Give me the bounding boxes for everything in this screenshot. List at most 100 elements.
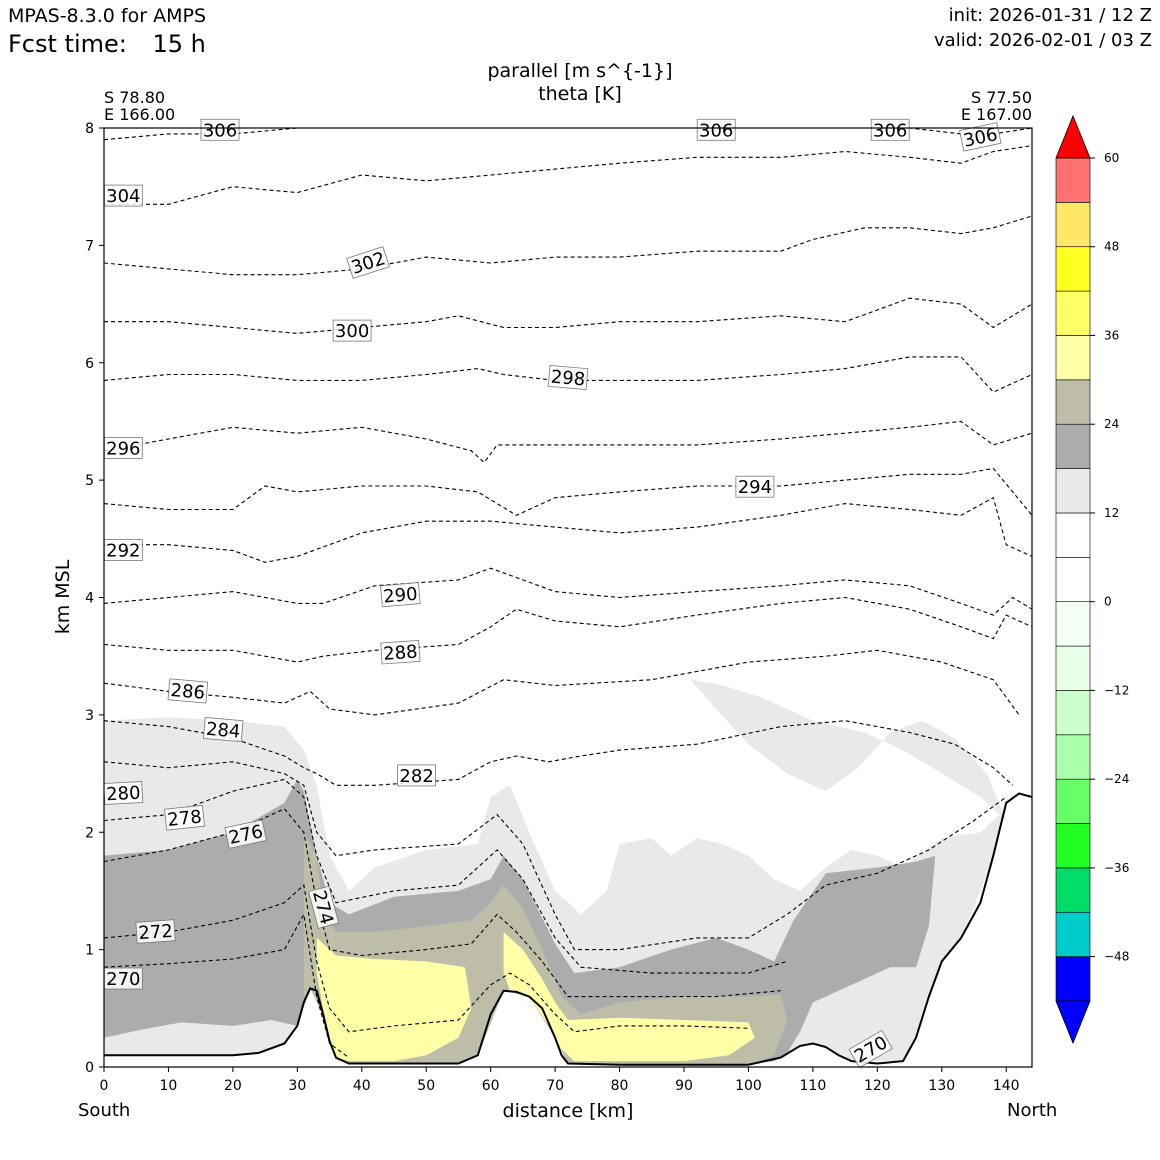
y-tick-label: 8 [85, 121, 94, 137]
theta-isoline-300 [104, 297, 1032, 334]
contour-label-286: 286 [167, 678, 209, 704]
contour-label-box [164, 804, 205, 831]
x-tick-label: 60 [482, 1078, 500, 1094]
left-latitude: S 78.80 [104, 88, 166, 107]
contour-label-text: 278 [166, 806, 202, 830]
contour-label-text: 296 [106, 438, 140, 459]
x-tick-label: 140 [993, 1078, 1020, 1094]
terrain-layer [104, 792, 1032, 1066]
wind-band-24-30 [316, 937, 472, 1062]
contour-label-box [848, 1029, 893, 1069]
left-endpoint-coords: S 78.80 E 166.00 [104, 89, 175, 123]
contour-label-304: 304 [103, 184, 143, 207]
contour-label-box [346, 246, 390, 279]
theta-isoline-272 [104, 884, 749, 1033]
colorbar-tick-label: −48 [1104, 950, 1129, 964]
contour-label-text: 288 [383, 642, 419, 665]
contour-label-302: 302 [346, 246, 390, 279]
contour-label-288: 288 [380, 639, 421, 665]
terrain-profile [104, 792, 1032, 1066]
theta-isoline-292 [104, 496, 1032, 563]
contour-label-text: 304 [106, 186, 140, 207]
contour-label-292: 292 [103, 539, 143, 562]
contour-label-298: 298 [547, 364, 589, 391]
contour-label-box [200, 118, 240, 141]
contour-label-box [735, 475, 775, 498]
colorbar-segment [1055, 290, 1091, 336]
theta-isoline-276 [104, 808, 781, 998]
colorbar-tick-label: 12 [1104, 506, 1119, 520]
x-tick-label: 100 [735, 1078, 762, 1094]
y-tick-label: 6 [85, 356, 94, 372]
theta-isoline-304 [104, 145, 1032, 205]
x-tick-label: 30 [288, 1078, 306, 1094]
contour-label-box [167, 678, 209, 704]
contour-label-272: 272 [135, 919, 176, 944]
y-tick-label: 1 [85, 943, 94, 959]
contour-label-text: 286 [170, 680, 206, 704]
colorbar-under-arrow [1055, 1000, 1091, 1045]
contour-label-box [224, 819, 267, 849]
colorbar-segment [1055, 601, 1091, 647]
south-label: South [78, 1100, 131, 1121]
y-tick-label: 2 [85, 825, 94, 841]
colorbar-segment [1055, 423, 1091, 469]
contour-label-box [870, 118, 910, 141]
colorbar-segment [1055, 202, 1091, 248]
contour-label-284: 284 [202, 717, 244, 743]
valid-time: valid: 2026-02-01 / 03 Z [934, 30, 1152, 51]
contour-label-306: 306 [870, 118, 910, 141]
chart-subtitle: theta [K] [538, 83, 622, 105]
colorbar-over-arrow [1055, 114, 1091, 159]
y-axis-label: km MSL [52, 559, 74, 634]
x-tick-label: 80 [611, 1078, 629, 1094]
colorbar-segment [1055, 379, 1091, 425]
colorbar-segment [1055, 956, 1091, 1002]
contour-label-306: 306 [200, 118, 240, 141]
colorbar-segment [1055, 734, 1091, 780]
x-axis-label: distance [km] [503, 1100, 634, 1122]
theta-isoline-296 [104, 420, 1032, 464]
contour-label-box [332, 319, 372, 342]
contour-label-text: 306 [203, 120, 237, 141]
colorbar-segment [1055, 512, 1091, 558]
contour-label-text: 306 [873, 120, 907, 141]
y-tick-label: 4 [85, 591, 94, 607]
colorbar-tick-label: 60 [1104, 151, 1119, 165]
contour-label-text: 270 [106, 969, 140, 990]
contour-label-text: 280 [106, 783, 141, 806]
contour-label-text: 284 [205, 719, 241, 743]
colorbar-tick-label: −24 [1104, 772, 1129, 786]
theta-isoline-290 [104, 567, 1032, 616]
x-tick-label: 0 [100, 1078, 109, 1094]
colorbar: 60 48 36 24 12 0 −12 −24 −36 −48 [1055, 114, 1129, 1045]
contour-label-296: 296 [103, 436, 143, 459]
colorbar-tick-label: −36 [1104, 861, 1129, 875]
y-axis: 0 1 2 3 4 5 6 7 8 [85, 121, 104, 1076]
contour-label-box [135, 919, 176, 944]
colorbar-segment [1055, 823, 1091, 869]
contour-label-290: 290 [380, 582, 421, 608]
contour-label-box [547, 364, 589, 391]
x-tick-label: 10 [160, 1078, 178, 1094]
contour-label-text: 294 [738, 477, 772, 498]
x-tick-label: 40 [353, 1078, 371, 1094]
colorbar-segment [1055, 911, 1091, 957]
contour-label-294: 294 [735, 475, 775, 498]
contour-label-box [380, 639, 421, 665]
left-longitude: E 166.00 [104, 105, 176, 124]
colorbar-segment [1055, 468, 1091, 514]
x-tick-label: 20 [224, 1078, 242, 1094]
colorbar-segment [1055, 645, 1091, 691]
y-tick-label: 0 [85, 1060, 94, 1076]
contour-label-text: 290 [382, 584, 418, 608]
forecast-time-value: 15 h [152, 30, 206, 58]
wind-band-6-12b [690, 679, 1007, 821]
north-label: North [1007, 1100, 1058, 1121]
contour-label-282: 282 [397, 764, 437, 787]
wind-band-24-30b [503, 932, 755, 1062]
x-tick-label: 110 [800, 1078, 827, 1094]
x-axis: 0 10 20 30 40 50 60 70 80 90 100 110 120 130 140 [100, 1067, 1020, 1094]
model-name: MPAS-8.3.0 for AMPS [8, 5, 207, 27]
